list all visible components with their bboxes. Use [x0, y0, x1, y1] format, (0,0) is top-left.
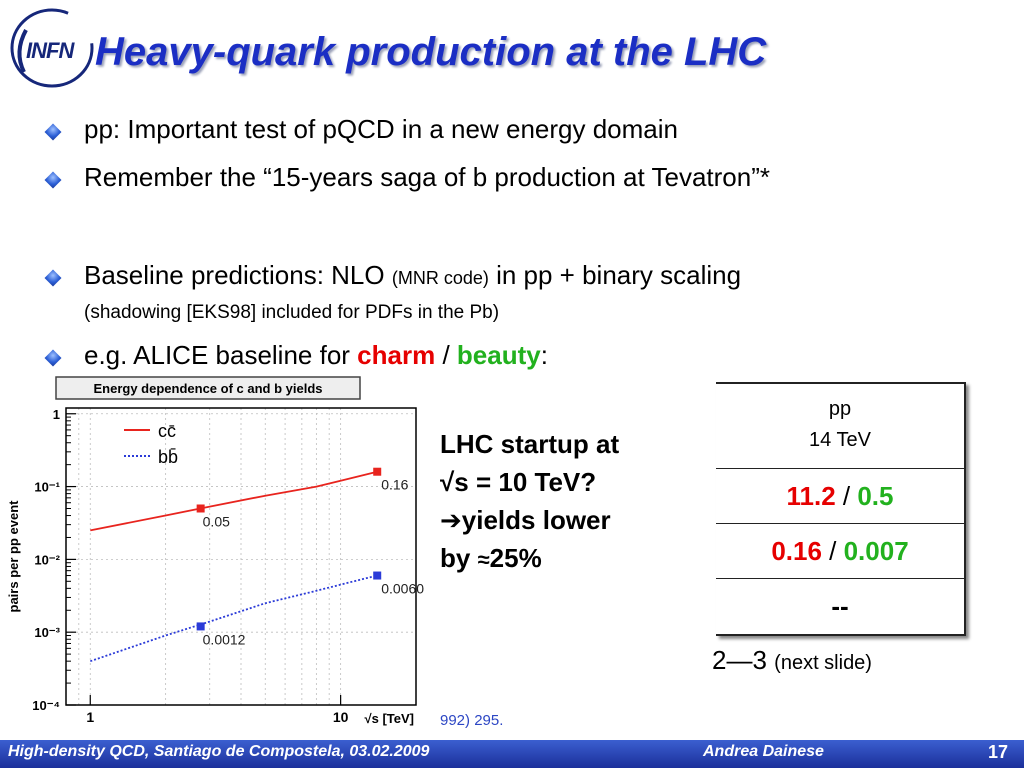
bullet-4-part-a: e.g. ALICE baseline for — [84, 340, 358, 370]
page-number: 17 — [987, 742, 1008, 762]
next-slide-note: 2—3 (next slide) — [712, 645, 872, 676]
charm-value: 11.2 — [786, 481, 836, 511]
charm-word: charm — [357, 340, 436, 370]
next-slide-range: 2—3 — [712, 645, 775, 675]
data-point — [373, 467, 382, 476]
table-row: 0.16 / 0.007 — [716, 524, 964, 579]
bullet-2-text: Remember the “15-years saga of b product… — [84, 162, 770, 192]
x-tick-label: 1 — [86, 709, 94, 725]
beauty-word: beauty — [456, 340, 541, 370]
lhc-line-1: LHC startup at — [440, 429, 620, 459]
energy-dependence-chart: Energy dependence of c and b yields 1 10⁻¹… — [0, 372, 428, 727]
chart-title-box — [55, 376, 361, 400]
lhc-line-4-a: by — [440, 543, 478, 573]
beauty-value: 0.007 — [843, 536, 909, 566]
data-point — [196, 504, 205, 513]
table-header-pp: pp — [828, 398, 852, 420]
footer-conference: High-density QCD, Santiago de Compostela… — [8, 743, 430, 760]
baseline-table: pp 14 TeV 11.2 / 0.5 0.16 / 0.007 -- — [716, 382, 966, 636]
bullet-icon — [44, 171, 62, 189]
y-tick-label: 10⁻⁴ — [32, 698, 60, 713]
data-point — [196, 622, 205, 631]
bullet-4-slash: / — [435, 340, 457, 370]
footer-author: Andrea Dainese — [703, 743, 824, 760]
plot-frame — [65, 407, 417, 706]
footer-bar: High-density QCD, Santiago de Compostela… — [0, 740, 1024, 768]
slide-title: Heavy-quark production at the LHC — [95, 30, 767, 74]
chart-title: Energy dependence of c and b yields — [93, 381, 322, 396]
lhc-startup-note: LHC startup at √s = 10 TeV? ➔yields lowe… — [440, 425, 619, 579]
table-row: -- — [716, 579, 964, 633]
table-header: pp 14 TeV — [716, 384, 964, 469]
legend-label: cc̄ — [158, 421, 176, 441]
y-axis-label: pairs per pp event — [6, 500, 21, 613]
data-label: 0.0012 — [203, 631, 246, 647]
approx-symbol: ≈ — [477, 547, 490, 572]
bullet-4-text: e.g. ALICE baseline for charm / beauty: — [84, 340, 548, 371]
empty-value: -- — [831, 591, 849, 621]
bullet-3-part-b: in pp + binary scaling — [488, 260, 742, 290]
bullet-3-small: (MNR code) — [391, 268, 489, 288]
data-label: 0.05 — [203, 513, 230, 529]
y-tick-label: 10⁻² — [34, 552, 60, 567]
lhc-line-4: by ≈25% — [440, 539, 619, 579]
legend-label: bb̄ — [158, 447, 178, 467]
charm-value: 0.16 — [771, 536, 822, 566]
slash: / — [835, 481, 858, 511]
bullet-3-text: Baseline predictions: NLO (MNR code) in … — [84, 260, 741, 291]
data-label: 0.0060 — [381, 581, 424, 597]
lhc-line-4-b: 25% — [489, 543, 542, 573]
beauty-value: 0.5 — [857, 481, 894, 511]
bullet-3-part-a: Baseline predictions: NLO — [84, 260, 392, 290]
bullet-icon — [44, 123, 62, 141]
bullet-3-subtext: (shadowing [EKS98] included for PDFs in … — [84, 302, 500, 323]
reference-text: 992) 295. — [440, 712, 504, 729]
y-tick-label: 1 — [53, 407, 60, 422]
data-point — [373, 571, 382, 580]
x-tick-label: 10 — [333, 709, 349, 725]
x-axis-label: √s [TeV] — [364, 711, 414, 726]
series-line-1 — [90, 574, 378, 663]
bullet-icon — [44, 269, 62, 287]
lhc-line-3: ➔yields lower — [440, 505, 611, 535]
slash: / — [821, 536, 844, 566]
table-header-energy: 14 TeV — [809, 429, 871, 451]
next-slide-paren: (next slide) — [774, 652, 872, 674]
series-line-0 — [90, 470, 378, 532]
y-tick-label: 10⁻¹ — [34, 480, 60, 495]
infn-logo — [10, 8, 94, 88]
table-row: 11.2 / 0.5 — [716, 469, 964, 524]
data-label: 0.16 — [381, 477, 408, 493]
bullet-icon — [44, 349, 62, 367]
logo-text: INFN — [26, 38, 74, 63]
bullet-4-colon: : — [540, 340, 548, 370]
lhc-line-2: √s = 10 TeV? — [440, 467, 597, 497]
y-tick-label: 10⁻³ — [34, 625, 60, 640]
bullet-1-text: pp: Important test of pQCD in a new ener… — [84, 114, 678, 144]
